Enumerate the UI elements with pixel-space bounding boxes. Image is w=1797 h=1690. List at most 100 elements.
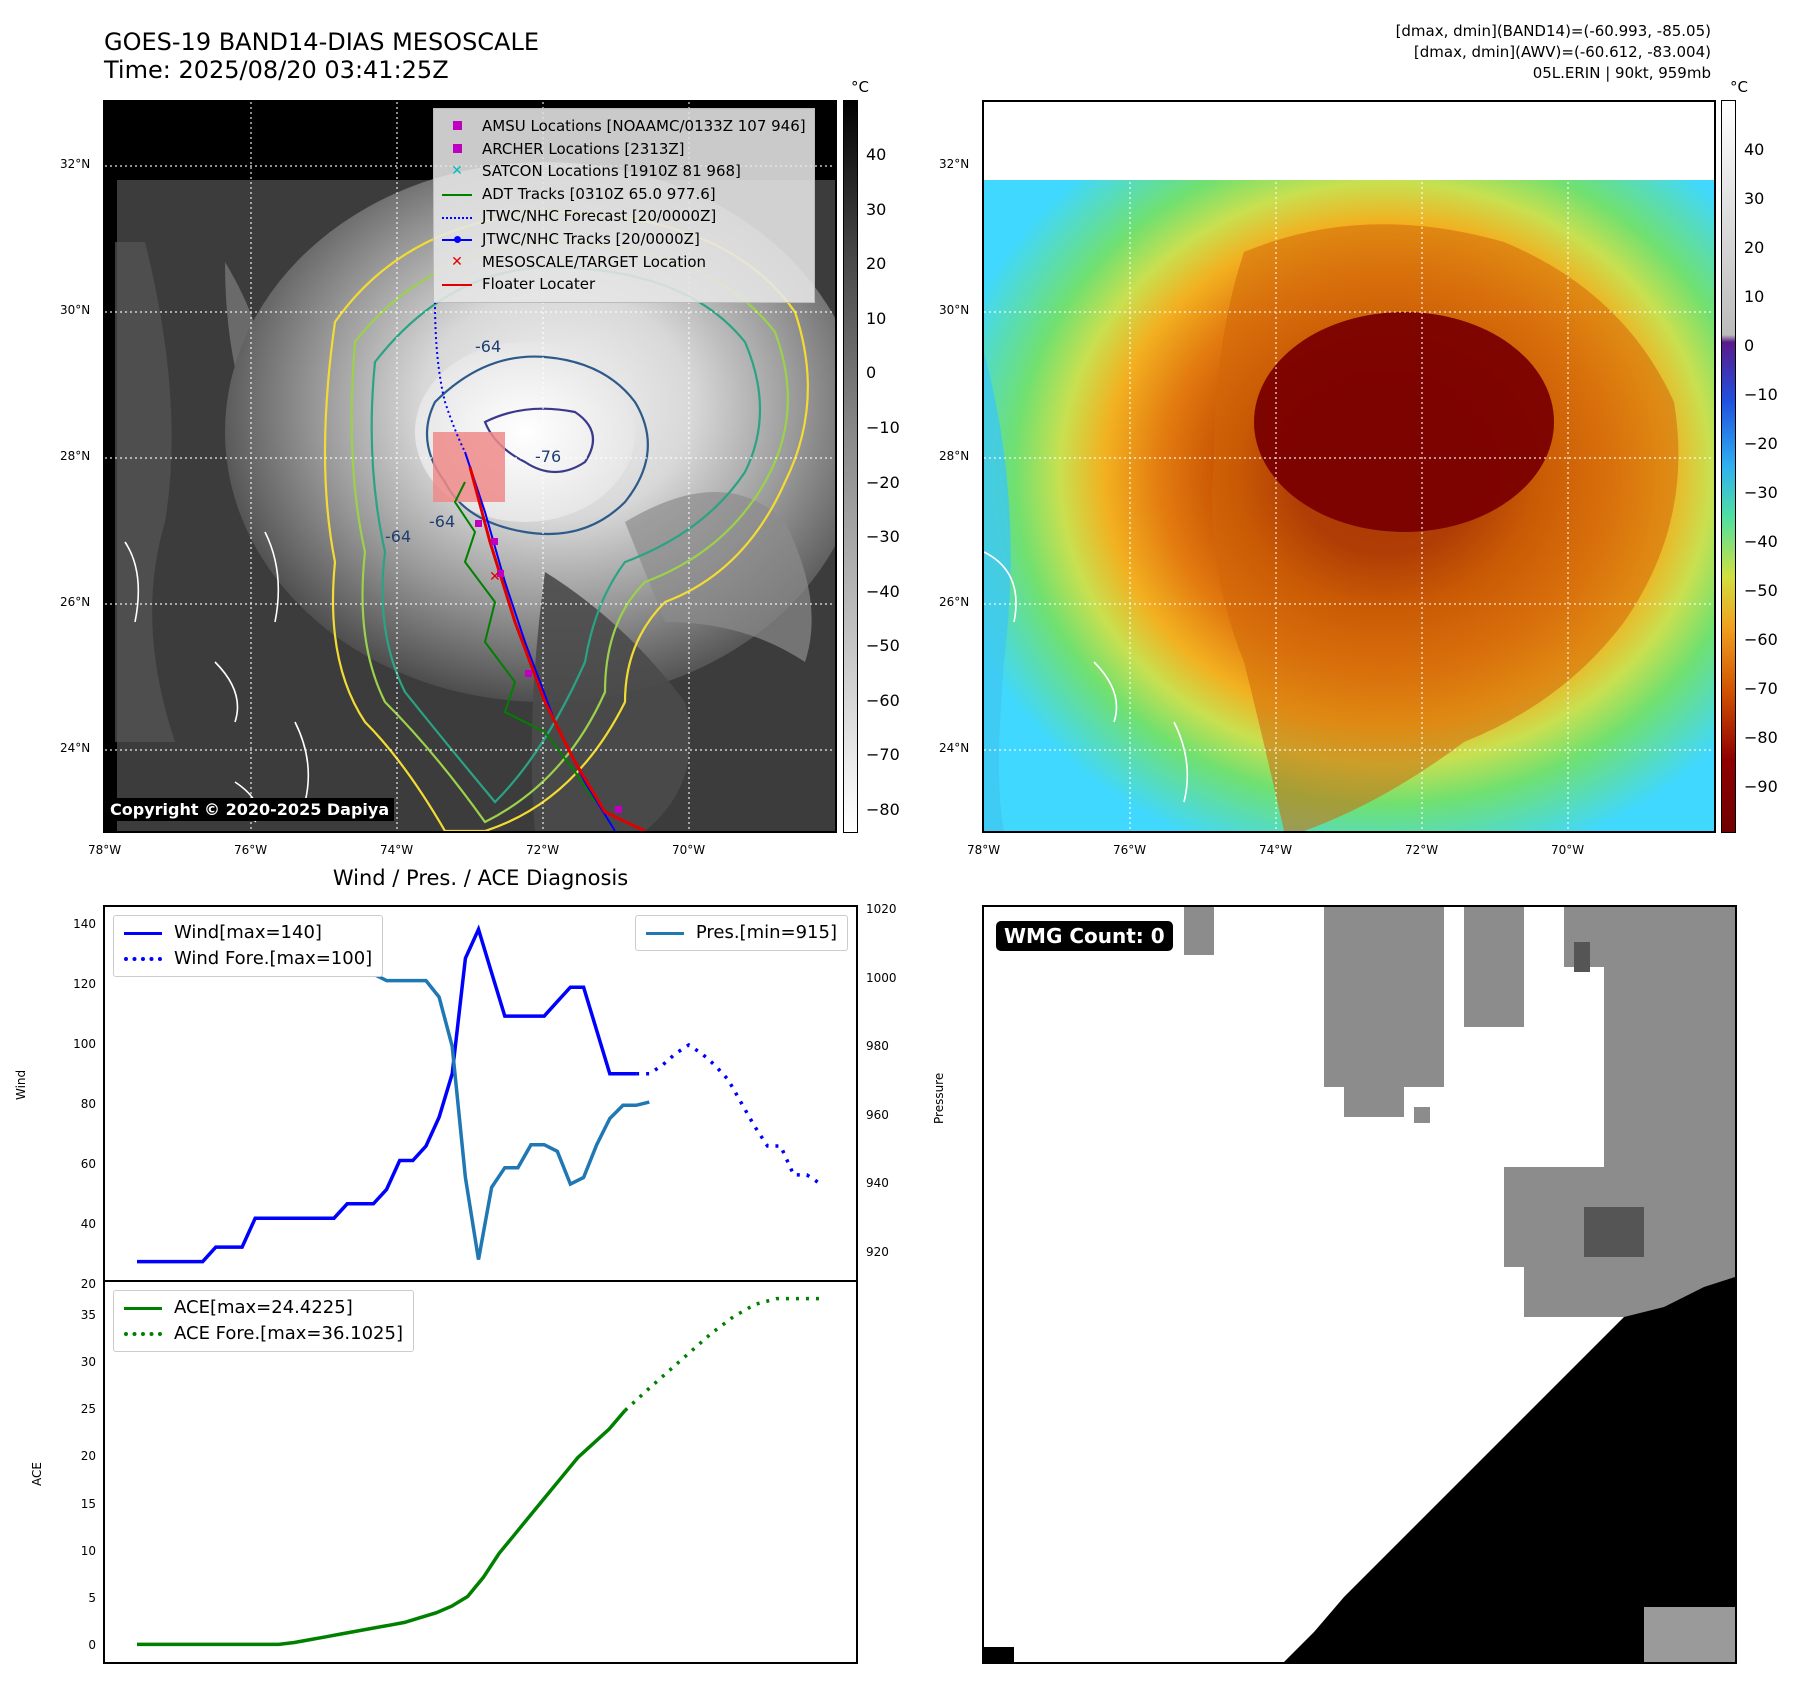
- lat-label: 24°N: [939, 741, 970, 755]
- legend-label: ARCHER Locations [2313Z]: [482, 139, 685, 158]
- axis-tick-label: 960: [866, 1107, 889, 1122]
- axis-tick-label: 1000: [866, 970, 897, 985]
- legend-label: ACE[max=24.4225]: [174, 1297, 353, 1318]
- line-icon: [442, 187, 472, 201]
- axis-tick-label: 40: [80, 1217, 96, 1231]
- colorbar-tick-label: −50: [866, 636, 900, 656]
- series-line-pres-: [137, 929, 650, 1260]
- legend-label: Wind[max=140]: [174, 922, 322, 943]
- legend-item-adt: ADT Tracks [0310Z 65.0 977.6]: [442, 183, 806, 206]
- pressure-legend: Pres.[min=915]: [634, 915, 848, 951]
- colorbar-tick-label: −20: [866, 472, 900, 492]
- axis-tick-label: 30: [80, 1355, 96, 1370]
- diagnosis-title: Wind / Pres. / ACE Diagnosis: [332, 866, 629, 890]
- colorbar-tick-label: −30: [866, 527, 900, 547]
- wind-ylabel: Wind: [14, 1069, 28, 1100]
- grayscale-colorbar: [843, 100, 858, 833]
- legend-item-ace-fore: ACE Fore.[max=36.1025]: [124, 1321, 403, 1347]
- colorbar-tick-label: −20: [1744, 434, 1778, 453]
- colorbar-tick-label: −70: [1744, 679, 1778, 698]
- wind-pressure-panel: Wind[max=140] Wind Fore.[max=100] Pres.[…: [103, 905, 858, 1282]
- ir-grayscale-map: ✕ -64 -76 -64 -64 AMSU Locations [NOAAMC…: [103, 100, 837, 833]
- colorbar-tick-label: −40: [866, 581, 900, 601]
- colorbar-tick-label: −30: [1744, 483, 1778, 502]
- square-marker-icon: [442, 142, 472, 156]
- lon-label: 72°W: [1405, 843, 1439, 857]
- colorbar-tick-label: −80: [866, 800, 900, 819]
- x-marker-icon: ✕: [451, 253, 463, 270]
- axis-tick-label: 35: [80, 1308, 96, 1322]
- lon-label: 72°W: [526, 843, 560, 857]
- contour-label: -64: [475, 337, 501, 356]
- lat-label: 30°N: [60, 303, 91, 317]
- legend-item-amsu: AMSU Locations [NOAAMC/0133Z 107 946]: [442, 115, 806, 138]
- lat-label: 26°N: [939, 595, 970, 609]
- info-awv: [dmax, dmin](AWV)=(-60.612, -83.004): [1413, 43, 1711, 61]
- colorbar-tick-label: −10: [1744, 385, 1778, 404]
- axis-tick-label: 140: [73, 917, 96, 931]
- axis-tick-label: 920: [866, 1245, 889, 1259]
- lon-label: 76°W: [234, 843, 268, 857]
- legend-label: JTWC/NHC Tracks [20/0000Z]: [482, 229, 700, 248]
- legend-item-wind-fore: Wind Fore.[max=100]: [124, 946, 372, 972]
- axis-tick-label: 20: [80, 1277, 96, 1291]
- lat-label: 32°N: [60, 157, 91, 171]
- lon-label: 78°W: [88, 843, 122, 857]
- axis-tick-label: 60: [80, 1157, 96, 1171]
- legend-label: Pres.[min=915]: [695, 922, 837, 943]
- series-line-wind-fore-: [636, 1042, 821, 1186]
- axis-tick-label: 25: [80, 1402, 96, 1417]
- lat-label: 32°N: [939, 157, 970, 171]
- color-colorbar: [1721, 100, 1736, 833]
- colorbar-tick-label: −50: [1744, 581, 1778, 600]
- pressure-ylabel: Pressure: [932, 1072, 946, 1124]
- legend-item-ace: ACE[max=24.4225]: [124, 1295, 403, 1321]
- legend-label: MESOSCALE/TARGET Location: [482, 252, 707, 271]
- axis-tick-label: 0: [88, 1638, 96, 1652]
- axis-tick-label: 100: [73, 1037, 96, 1051]
- lat-label: 30°N: [939, 303, 970, 317]
- svg-text:✕: ✕: [489, 569, 501, 585]
- ace-legend: ACE[max=24.4225] ACE Fore.[max=36.1025]: [113, 1290, 414, 1352]
- contour-label: -64: [385, 527, 411, 546]
- lon-label: 78°W: [967, 843, 1001, 857]
- legend-item-forecast: JTWC/NHC Forecast [20/0000Z]: [442, 205, 806, 228]
- colorbar-tick-label: 30: [1744, 189, 1765, 208]
- colorbar-tick-label: −10: [866, 417, 900, 437]
- line-icon: [124, 931, 162, 935]
- series-line-ace: [137, 1409, 627, 1647]
- colorbar-tick-label: 10: [1744, 287, 1765, 306]
- lon-label: 76°W: [1113, 843, 1147, 857]
- wmg-plot: [984, 907, 1735, 1662]
- legend-label: Wind Fore.[max=100]: [174, 948, 373, 969]
- colorbar-tick-label: 20: [1744, 238, 1765, 257]
- chart-title-line1: GOES-19 BAND14-DIAS MESOSCALE: [104, 28, 540, 56]
- colorbar-tick-label: 40: [866, 145, 887, 164]
- colorbar-unit: °C: [1730, 78, 1748, 96]
- lat-label: 24°N: [60, 741, 91, 755]
- colorbar-tick-label: −40: [1744, 532, 1778, 551]
- chart-title-line2: Time: 2025/08/20 03:41:25Z: [104, 56, 449, 84]
- colorbar-tick-label: −90: [1744, 777, 1778, 796]
- series-line-ace-fore: [623, 1296, 820, 1412]
- colorbar-tick-label: 20: [866, 254, 887, 274]
- legend-item-target: ✕ MESOSCALE/TARGET Location: [442, 251, 806, 274]
- x-marker-icon: ✕: [451, 163, 463, 180]
- dotted-line-icon: [442, 210, 472, 224]
- colorbar-tick-label: 0: [866, 363, 877, 383]
- map-legend: AMSU Locations [NOAAMC/0133Z 107 946] AR…: [433, 108, 815, 303]
- axis-tick-label: 10: [80, 1543, 96, 1558]
- legend-label: AMSU Locations [NOAAMC/0133Z 107 946]: [482, 117, 806, 135]
- ace-plot: [137, 1296, 820, 1647]
- colorbar-tick-label: −70: [866, 745, 900, 765]
- lat-label: 28°N: [939, 449, 970, 463]
- info-band14: [dmax, dmin](BAND14)=(-60.993, -85.05): [1395, 22, 1711, 40]
- info-storm: 05L.ERIN | 90kt, 959mb: [1532, 64, 1711, 82]
- ace-panel: ACE[max=24.4225] ACE Fore.[max=36.1025]: [103, 1280, 858, 1664]
- legend-label: ADT Tracks [0310Z 65.0 977.6]: [482, 184, 716, 203]
- legend-item-wind: Wind[max=140]: [124, 920, 372, 946]
- legend-item-satcon: ✕ SATCON Locations [1910Z 81 968]: [442, 160, 806, 183]
- line-icon: [124, 1306, 162, 1310]
- axis-tick-label: 5: [88, 1590, 96, 1605]
- dotted-line-icon: [124, 957, 162, 961]
